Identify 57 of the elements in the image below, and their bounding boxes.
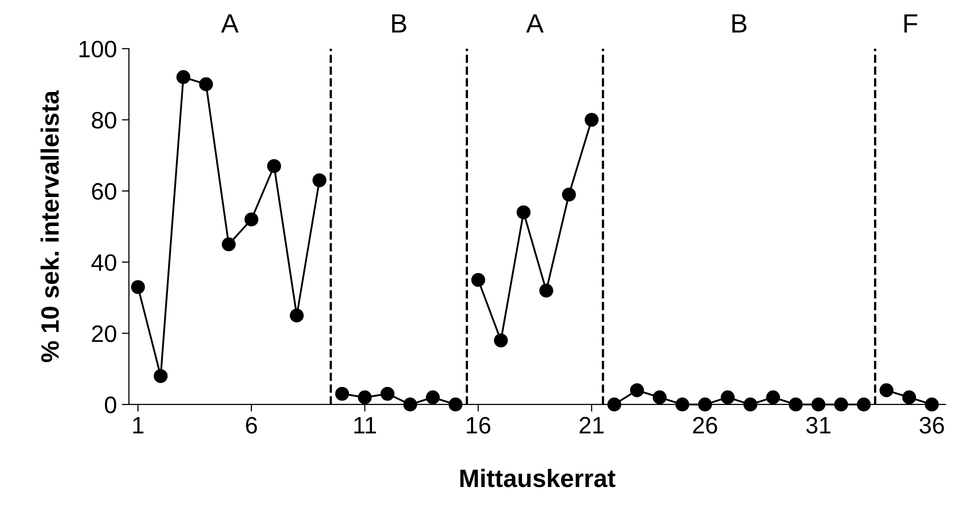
point (516, 205, 531, 220)
point (267, 159, 282, 174)
x-tick-label: 16 (466, 416, 490, 434)
text: F (904, 14, 918, 32)
point (426, 390, 440, 404)
point (290, 308, 304, 322)
point (584, 112, 599, 127)
x-tick-label: 1 (133, 417, 144, 434)
point (834, 398, 848, 412)
text: A (526, 14, 544, 32)
point (312, 173, 326, 188)
point (743, 398, 758, 412)
point (494, 333, 508, 348)
x-tick-label: 31 (806, 416, 830, 434)
x-tick-label: 36 (920, 416, 944, 434)
point (698, 398, 712, 412)
text: B (732, 14, 746, 32)
point (856, 398, 871, 412)
point (630, 383, 644, 398)
y-tick-label: 100 (80, 40, 116, 58)
y-tick-label: 60 (92, 183, 116, 200)
text: B (392, 14, 406, 32)
point (720, 390, 735, 404)
point (244, 212, 258, 226)
point (607, 398, 622, 412)
x-tick-label: 11 (354, 417, 376, 434)
point (335, 386, 350, 401)
point (788, 398, 803, 412)
point (448, 398, 462, 412)
point (222, 237, 236, 252)
point (880, 383, 894, 398)
point (176, 70, 190, 84)
text: A (221, 14, 239, 32)
point (766, 390, 780, 404)
x-axis-title: Mittauskerrat (460, 468, 616, 488)
y-tick-label: 40 (91, 254, 116, 271)
point (131, 280, 145, 294)
point (562, 188, 576, 202)
point (811, 398, 826, 412)
y-tick-label: 20 (92, 325, 116, 342)
point (358, 390, 372, 404)
point (652, 390, 667, 404)
x-tick-label: 26 (693, 416, 718, 434)
point (675, 398, 690, 412)
y-tick-label: 0 (104, 396, 116, 414)
point (902, 390, 916, 404)
point (924, 398, 939, 412)
point (199, 77, 213, 92)
y-axis-title: % 10 sek. intervalleista (40, 90, 59, 362)
x-tick-label: 6 (246, 416, 257, 434)
point (403, 398, 418, 412)
x-tick-label: 21 (580, 416, 604, 434)
point (539, 284, 554, 298)
point (380, 386, 394, 401)
point (471, 272, 486, 287)
y-tick-label: 80 (92, 112, 116, 129)
point (154, 369, 168, 383)
